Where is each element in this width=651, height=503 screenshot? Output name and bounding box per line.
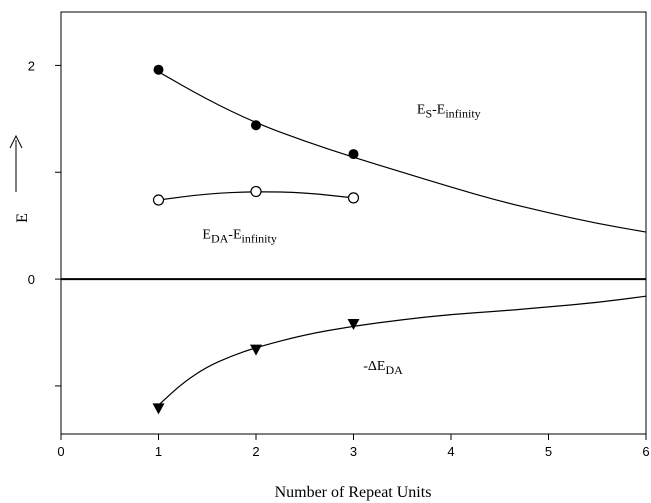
y-tick-label: 2 (28, 58, 35, 73)
fit-curve (158, 71, 647, 233)
data-point (347, 318, 360, 330)
x-axis-label: Number of Repeat Units (275, 484, 432, 501)
x-tick-label: 5 (545, 444, 552, 459)
plot-frame (60, 11, 647, 435)
x-tick-label: 1 (155, 444, 162, 459)
fit-curves (158, 71, 647, 406)
series-annotation: EDA-Einfinity (202, 227, 276, 245)
data-markers (152, 64, 360, 415)
y-axis-arrow (9, 134, 23, 192)
x-tick-label: 3 (350, 444, 357, 459)
data-point (153, 64, 164, 75)
data-point (348, 149, 359, 160)
y-axis-label: E (14, 213, 31, 223)
series-annotation: -ΔEDA (363, 359, 403, 377)
fit-curve (158, 191, 354, 201)
series-annotation: ES-Einfinity (417, 102, 481, 120)
data-point (251, 120, 261, 131)
data-point (152, 403, 165, 415)
ticks: 0 1 2 3 4 5 6 0 2 (28, 58, 650, 459)
y-axis-label-group: E (14, 213, 31, 223)
x-tick-label: 2 (252, 444, 259, 459)
data-point (152, 194, 165, 206)
x-tick-label: 0 (57, 444, 64, 459)
fit-curve (158, 295, 647, 406)
x-tick-label: 6 (642, 444, 649, 459)
y-tick-label: 0 (28, 272, 35, 287)
data-point (250, 344, 262, 356)
annotations: ES-Einfinity EDA-Einfinity -ΔEDA (202, 102, 480, 376)
x-tick-label: 4 (447, 444, 454, 459)
data-point (250, 185, 262, 198)
data-point (347, 192, 360, 204)
